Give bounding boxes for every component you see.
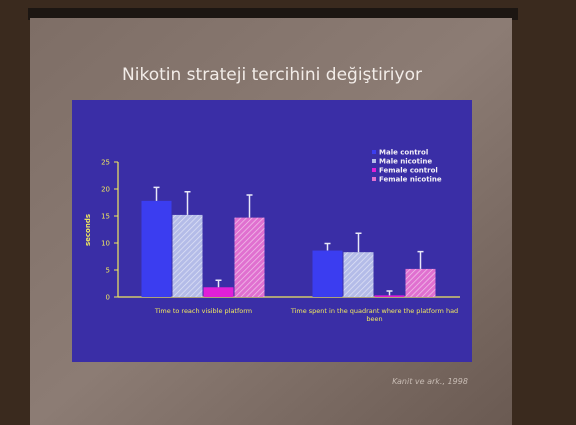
x-tick-label-box: Time to reach visible platform: [119, 307, 289, 337]
citation: Kanit ve ark., 1998: [392, 377, 468, 386]
legend-label: Male nicotine: [379, 158, 432, 166]
legend-swatch: [372, 177, 376, 181]
legend-swatch: [372, 150, 376, 154]
y-tick-label: 25: [101, 159, 110, 167]
y-tick-label: 0: [106, 294, 110, 302]
y-tick-label: 5: [106, 267, 110, 275]
bar: [344, 252, 374, 297]
legend-label: Female nicotine: [379, 176, 442, 184]
legend-swatch: [372, 168, 376, 172]
x-tick-label: Time to reach visible platform: [119, 307, 289, 315]
bar: [235, 218, 265, 297]
legend-swatch: [372, 159, 376, 163]
legend-label: Female control: [379, 167, 438, 175]
legend-label: Male control: [379, 149, 428, 157]
bar: [204, 287, 234, 297]
y-tick-label: 10: [101, 240, 110, 248]
bar: [375, 295, 405, 297]
page: {"chart_data": {"type": "bar", "title": …: [0, 0, 576, 425]
chart-title: Nikotin strateji tercihini değiştiriyor: [122, 65, 422, 85]
bar: [173, 215, 203, 297]
y-axis-label: seconds: [84, 214, 92, 246]
bar: [313, 251, 343, 297]
x-tick-label-box: Time spent in the quadrant where the pla…: [290, 307, 460, 337]
y-tick-label: 20: [101, 186, 110, 194]
bar: [406, 269, 436, 297]
slide-photo: Nikotin strateji tercihini değiştiriyor …: [0, 0, 576, 425]
y-tick-label: 15: [101, 213, 110, 221]
bar: [142, 201, 172, 297]
x-tick-label: Time spent in the quadrant where the pla…: [290, 307, 460, 324]
